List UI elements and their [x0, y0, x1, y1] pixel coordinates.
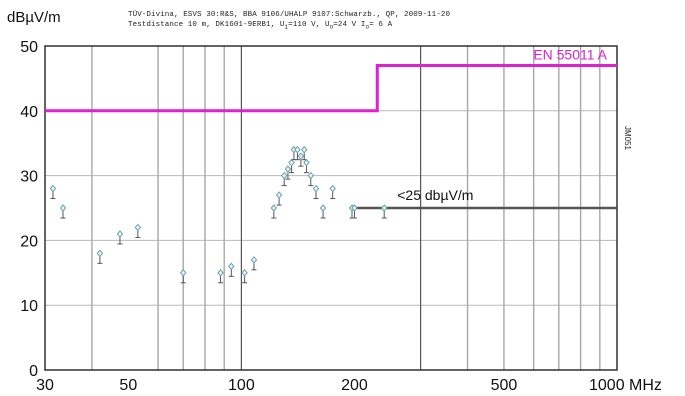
data-point: [179, 269, 187, 277]
y-tick-label: 40: [20, 104, 38, 121]
side-label: JM051: [623, 126, 632, 151]
data-point: [241, 269, 248, 277]
data-point: [319, 204, 327, 212]
y-tick-label: 0: [29, 363, 38, 380]
data-point: [59, 204, 67, 212]
data-point: [116, 230, 124, 238]
y-tick-label: 30: [20, 169, 38, 186]
header-sub: o: [329, 23, 334, 31]
reference-line-label: <25 dbµV/m: [397, 187, 473, 203]
header-part: =24 V I: [333, 21, 366, 29]
x-tick-label: 100: [228, 377, 255, 394]
header-part: =110 V, U: [288, 21, 330, 29]
data-point: [312, 184, 320, 193]
header-part: Testdistance 10 m, DK1601-9ERB1, U: [128, 21, 285, 29]
data-point: [96, 249, 104, 258]
y-tick-label: 20: [20, 233, 38, 250]
x-tick-label: 500: [491, 377, 518, 394]
data-point: [284, 165, 292, 173]
limit-line: [45, 63, 617, 113]
header-part: = 6 A: [369, 21, 393, 29]
data-point: [228, 262, 235, 271]
data-point: [329, 184, 336, 193]
data-point: [134, 223, 142, 232]
header-sub: i: [284, 23, 289, 31]
data-point: [303, 158, 310, 167]
y-tick-label: 10: [20, 298, 38, 315]
x-tick-label: 50: [119, 377, 137, 394]
data-point: [280, 171, 288, 180]
data-point: [297, 152, 305, 160]
data-point: [49, 184, 57, 193]
header-sub: o: [365, 23, 370, 31]
data-point: [275, 191, 283, 199]
chart-header-line1: TÜV-Divina, ESVS 30:R&S, BBA 9106/UHALP …: [128, 11, 451, 19]
x-tick-label: 30: [36, 377, 54, 394]
y-tick-label: 50: [20, 39, 38, 56]
chart-header-line2: Testdistance 10 m, DK1601-9ERB1, Ui=110 …: [128, 21, 392, 31]
x-tick-label: 200: [341, 377, 368, 394]
limit-line-label: EN 55011 A: [533, 46, 607, 62]
data-point: [270, 204, 278, 212]
data-point: [351, 204, 358, 212]
data-point: [307, 171, 315, 180]
data-point: [300, 145, 308, 154]
y-axis-label: dBµV/m: [7, 9, 61, 26]
data-point: [250, 256, 258, 264]
data-point: [294, 145, 301, 154]
data-point: [288, 158, 295, 167]
data-point: [380, 204, 388, 212]
data-point: [217, 269, 224, 277]
x-tick-label: 1000 MHz: [589, 377, 662, 394]
